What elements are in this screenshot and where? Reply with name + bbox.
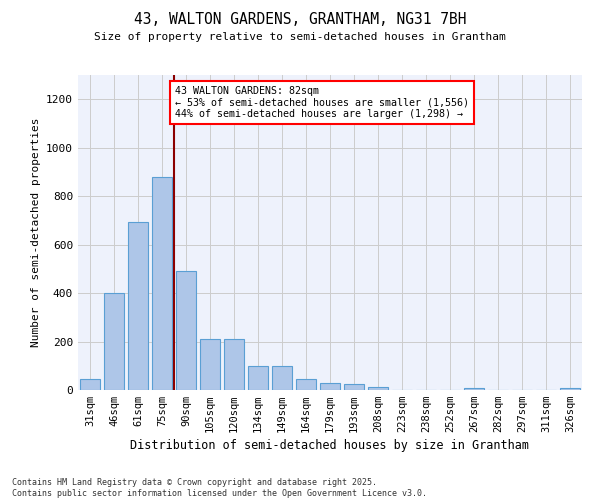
Text: 43 WALTON GARDENS: 82sqm
← 53% of semi-detached houses are smaller (1,556)
44% o: 43 WALTON GARDENS: 82sqm ← 53% of semi-d… [175,86,469,119]
Text: 43, WALTON GARDENS, GRANTHAM, NG31 7BH: 43, WALTON GARDENS, GRANTHAM, NG31 7BH [134,12,466,28]
Bar [224,339,244,390]
Text: Size of property relative to semi-detached houses in Grantham: Size of property relative to semi-detach… [94,32,506,42]
Bar [200,339,220,390]
Bar [464,388,484,390]
Bar [104,293,124,390]
Bar [560,388,580,390]
Bar [152,177,172,390]
Bar [296,379,316,390]
Bar [368,387,388,390]
Bar [248,366,268,390]
Bar [320,382,340,390]
Bar [344,384,364,390]
Bar [128,222,148,390]
Y-axis label: Number of semi-detached properties: Number of semi-detached properties [31,118,41,347]
X-axis label: Distribution of semi-detached houses by size in Grantham: Distribution of semi-detached houses by … [131,440,530,452]
Text: Contains HM Land Registry data © Crown copyright and database right 2025.
Contai: Contains HM Land Registry data © Crown c… [12,478,427,498]
Bar [80,379,100,390]
Bar [272,366,292,390]
Bar [176,272,196,390]
